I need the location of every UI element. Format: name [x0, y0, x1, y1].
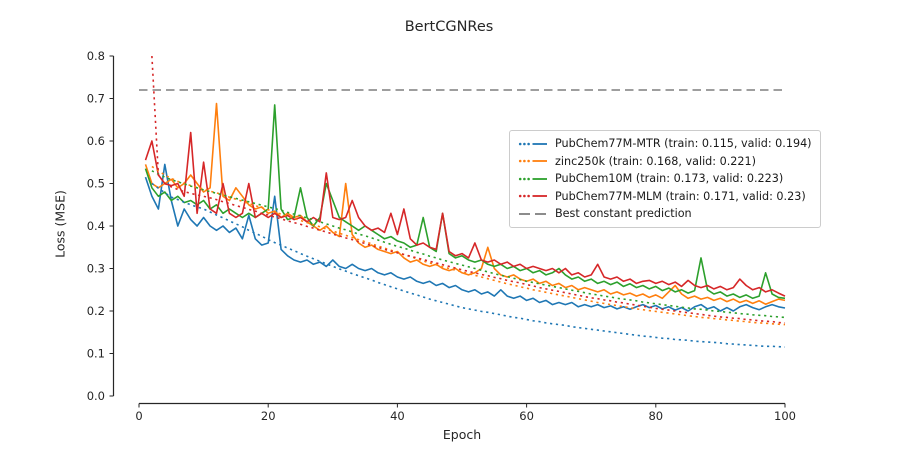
series-PubChem77M-MLM-valid [144, 131, 786, 297]
x-tick-label: 20 [261, 409, 276, 423]
legend-line-sample-icon [519, 212, 546, 215]
y-tick-label: 0.4 [87, 219, 105, 233]
y-tick-label: 0.0 [87, 389, 105, 403]
legend-item: PubChem10M (train: 0.173, valid: 0.223) [518, 170, 812, 188]
x-tick-label: 60 [519, 409, 534, 423]
y-tick-label: 0.1 [87, 347, 105, 361]
x-tick-label: 100 [774, 409, 796, 423]
legend-line-sample-icon [518, 142, 547, 146]
chart-title: BertCGNRes [404, 19, 494, 35]
legend-item: zinc250k (train: 0.168, valid: 0.221) [518, 153, 812, 171]
legend-item-label: PubChem10M (train: 0.173, valid: 0.223) [555, 172, 784, 186]
legend-line-sample-icon [518, 159, 547, 163]
legend-item: Best constant prediction [518, 205, 812, 223]
y-tick-label: 0.6 [87, 134, 105, 148]
y-tick-label: 0.7 [87, 92, 105, 106]
y-tick-label: 0.3 [87, 262, 105, 276]
legend-item-label: PubChem77M-MLM (train: 0.171, valid: 0.2… [555, 189, 806, 203]
series-zinc250k-valid [144, 102, 786, 306]
x-tick-label: 40 [390, 409, 405, 423]
legend: PubChem77M-MTR (train: 0.115, valid: 0.1… [509, 130, 821, 228]
x-axis-label: Epoch [442, 427, 482, 442]
y-axis-label: Loss (MSE) [52, 190, 68, 258]
y-tick-label: 0.5 [87, 177, 105, 191]
series-zinc250k-train [151, 165, 786, 326]
x-tick-label: 80 [648, 409, 663, 423]
legend-line-sample-icon [518, 194, 547, 198]
x-tick-label: 0 [135, 409, 142, 423]
legend-item-label: zinc250k (train: 0.168, valid: 0.221) [555, 154, 756, 168]
y-tick-label: 0.2 [87, 304, 105, 318]
series-PubChem77M-MTR-valid [144, 163, 786, 312]
series-PubChem77M-MLM-train [151, 55, 786, 324]
legend-line-sample-icon [518, 177, 547, 181]
legend-item-label: Best constant prediction [555, 207, 692, 221]
y-tick-label: 0.8 [87, 49, 105, 63]
legend-item-label: PubChem77M-MTR (train: 0.115, valid: 0.1… [555, 137, 812, 151]
legend-item: PubChem77M-MLM (train: 0.171, valid: 0.2… [518, 188, 812, 206]
series-PubChem10M-valid [144, 104, 786, 300]
series-PubChem10M-train [151, 170, 786, 319]
legend-item: PubChem77M-MTR (train: 0.115, valid: 0.1… [518, 135, 812, 153]
series-PubChem77M-MTR-train [151, 182, 786, 348]
